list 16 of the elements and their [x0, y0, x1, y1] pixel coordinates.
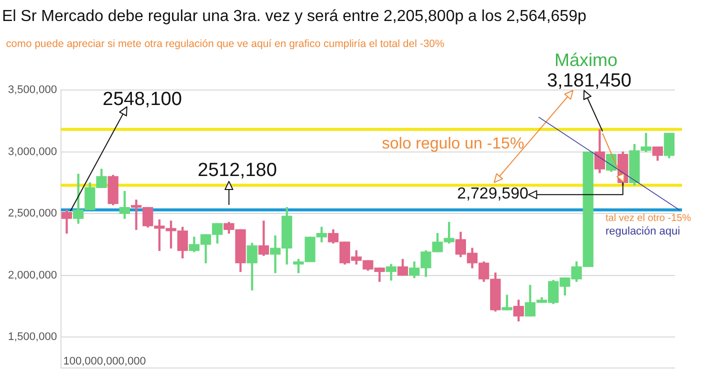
y-tick-label: 3,000,000 [8, 146, 57, 158]
chart-subtitle: como puede apreciar si mete otra regulación que ve aquí en grafico cumpliría el total del -30% [6, 38, 444, 50]
y-tick-label: 2,500,000 [8, 208, 57, 220]
y-tick-label: 2,000,000 [8, 269, 57, 282]
annotation: 2,729,590 [457, 186, 528, 203]
text: Máximo [554, 50, 618, 70]
annotation: 2512,180 [198, 160, 277, 182]
annotation: regulación aqui [605, 226, 680, 238]
y-tick-label: 3,500,000 [8, 84, 57, 96]
annotation: solo regulo un -15% [382, 136, 524, 153]
y-tick-label: 1,500,000 [8, 331, 57, 344]
chart-title: El Sr Mercado debe regular una 3ra. vez y será entre 2,205,800p a los 2,564,659p [2, 8, 586, 26]
annotation: 2548,100 [102, 88, 182, 110]
annotation: tal vez el otro -15% [605, 212, 692, 224]
annotation: 3,181,450 [546, 70, 632, 92]
annotation: 100,000,000,000 [63, 356, 146, 368]
